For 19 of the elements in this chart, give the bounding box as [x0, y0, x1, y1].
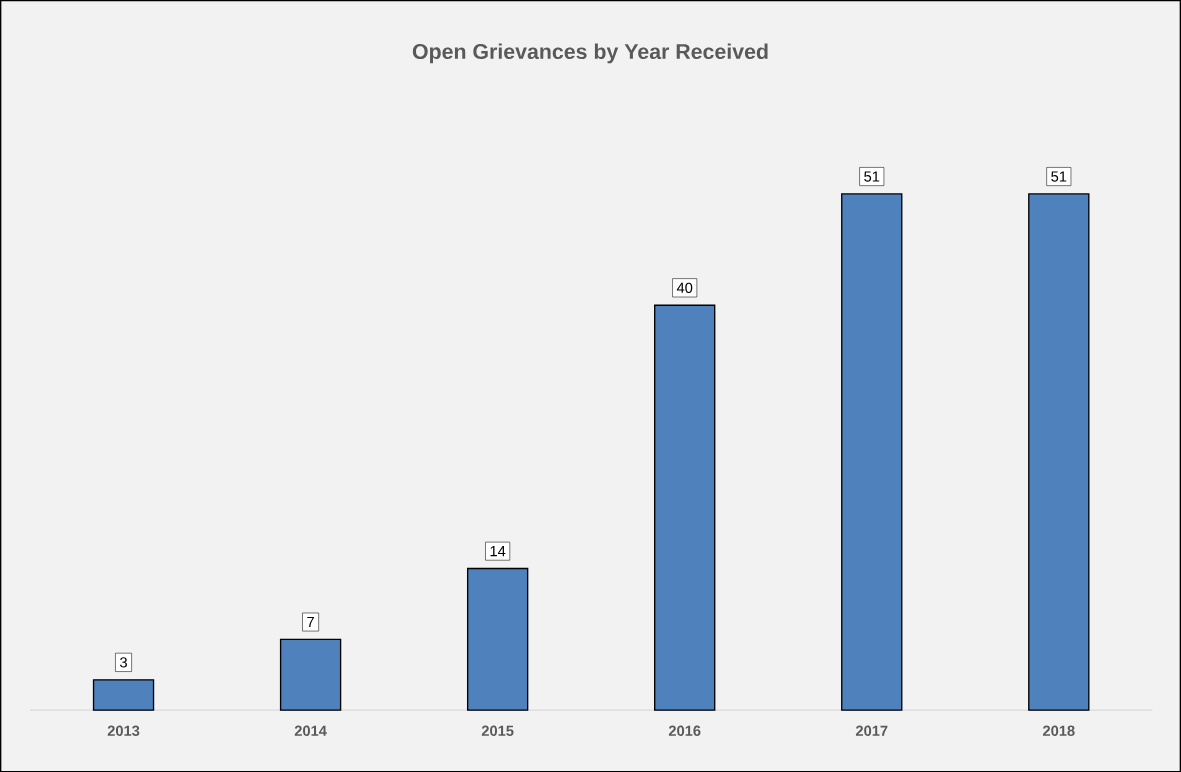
data-label: 3 [120, 657, 127, 668]
x-tick-label: 2013 [107, 725, 140, 736]
bar [654, 304, 716, 711]
x-tick-label: 2018 [1042, 725, 1075, 736]
x-tick-label: 2016 [668, 725, 701, 736]
chart-title: Open Grievances by Year Received [412, 43, 768, 64]
data-label: 14 [490, 546, 506, 557]
bar [92, 679, 155, 711]
data-label: 51 [1051, 171, 1067, 182]
data-label: 7 [307, 616, 314, 627]
bar [279, 638, 342, 711]
data-label: 40 [676, 282, 693, 293]
x-tick-label: 2015 [481, 725, 514, 736]
data-label: 51 [864, 171, 880, 182]
x-tick-label: 2014 [294, 725, 327, 736]
bar [841, 193, 903, 711]
bar [1028, 193, 1090, 711]
bar [466, 567, 529, 711]
x-tick-label: 2017 [855, 725, 888, 736]
